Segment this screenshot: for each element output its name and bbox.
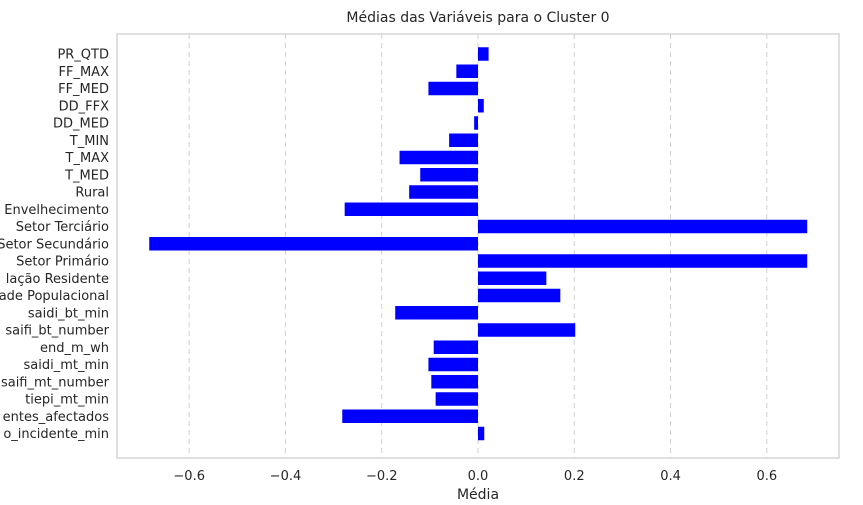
y-tick-label: FF_MED <box>58 82 109 97</box>
y-tick-labels: PR_QTD FF_MAX FF_MED DD_FFX DD_MED T_MIN T_MAX… <box>0 48 110 443</box>
bar <box>428 357 478 372</box>
x-tick-label: 0.6 <box>756 469 777 484</box>
bar <box>431 375 478 389</box>
y-tick-label: saidi_bt_min <box>28 306 109 321</box>
bar <box>478 426 485 441</box>
y-tick-label: saifi_mt_number <box>1 375 110 390</box>
bar <box>399 150 478 165</box>
y-tick-label: PR_QTD <box>57 48 109 63</box>
x-tick-label: 0.0 <box>468 469 489 484</box>
bar <box>395 306 478 320</box>
y-tick-label: T_MED <box>64 168 109 183</box>
y-tick-label: FF_MAX <box>59 65 110 80</box>
bar <box>449 133 478 147</box>
y-tick-label: Setor Primário <box>16 255 109 270</box>
bar <box>478 47 489 61</box>
bar <box>478 219 808 234</box>
plot-frame <box>116 33 840 459</box>
y-tick-label: Envelhecimento <box>4 203 109 218</box>
bar <box>435 392 478 406</box>
bar <box>428 81 478 96</box>
chart-title: Médias das Variáveis para o Cluster 0 <box>346 10 609 26</box>
bar <box>420 168 478 182</box>
bar <box>342 409 478 423</box>
x-axis-label: Média <box>457 487 499 503</box>
y-tick-label: lação Residente <box>6 272 109 287</box>
bar <box>456 64 478 78</box>
y-tick-label: Setor Terciário <box>16 220 109 235</box>
y-tick-label: o_incidente_min <box>3 427 109 442</box>
x-tick-labels: −0.6 −0.4 −0.2 0.0 0.2 0.4 0.6 <box>173 469 777 484</box>
y-tick-label: ade Populacional <box>0 289 109 304</box>
y-tick-label: DD_FFX <box>59 99 109 114</box>
bar <box>149 237 478 251</box>
bar <box>478 254 808 268</box>
y-tick-label: saidi_mt_min <box>24 358 110 373</box>
y-tick-label: DD_MED <box>53 117 109 132</box>
y-tick-label: T_MIN <box>69 134 109 149</box>
x-tick-label: −0.6 <box>173 469 205 484</box>
bar <box>478 271 547 285</box>
y-tick-label: entes_afectados <box>3 410 110 425</box>
y-tick-label: saifi_bt_number <box>5 324 109 339</box>
x-tick-label: 0.4 <box>660 469 681 484</box>
bar <box>433 340 478 354</box>
bar <box>478 288 561 303</box>
bar <box>478 323 576 337</box>
y-tick-label: tiepi_mt_min <box>25 393 109 408</box>
bars <box>149 47 808 441</box>
bar <box>474 116 478 130</box>
x-tick-label: −0.2 <box>366 469 398 484</box>
bar <box>344 202 478 216</box>
y-tick-label: end_m_wh <box>40 341 109 356</box>
y-tick-label: Rural <box>75 186 109 201</box>
bar <box>409 185 478 199</box>
y-tick-label: T_MAX <box>65 151 110 166</box>
bar <box>478 99 484 113</box>
x-tick-label: −0.4 <box>270 469 302 484</box>
x-tick-label: 0.2 <box>564 469 585 484</box>
y-tick-label: Setor Secundário <box>0 237 109 252</box>
